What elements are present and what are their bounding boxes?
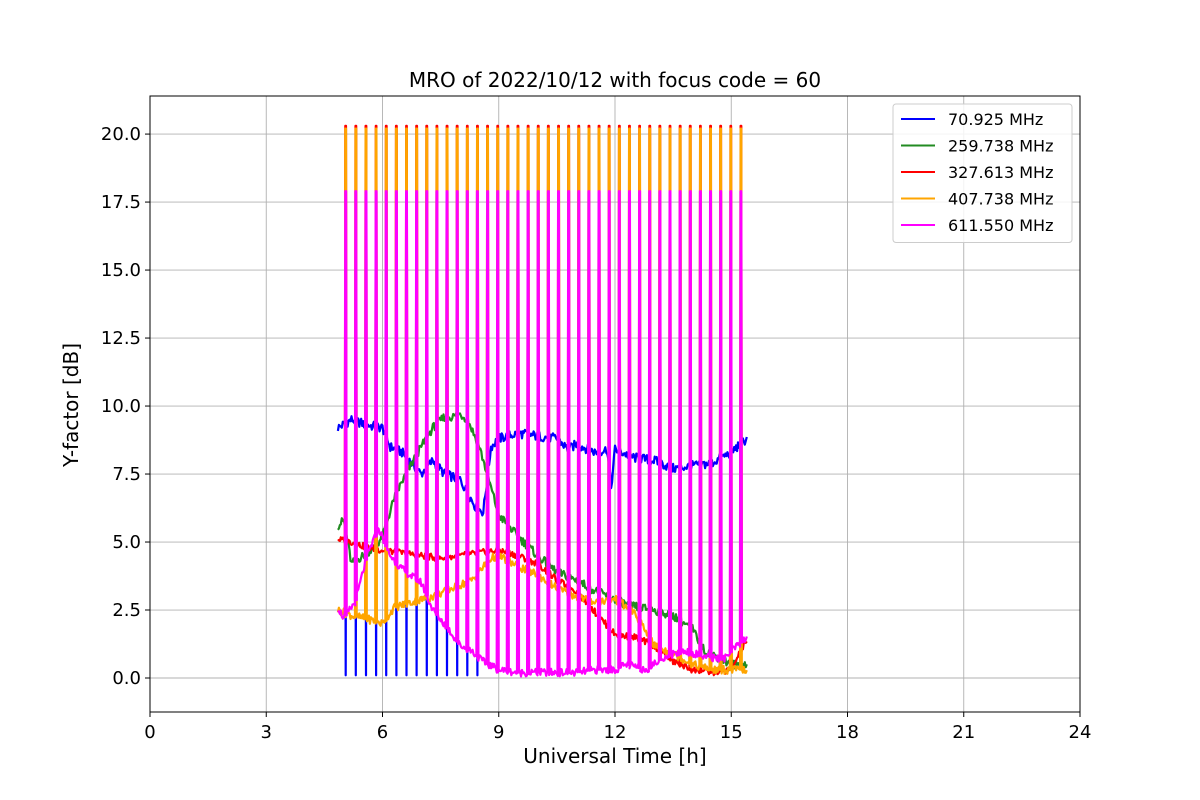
x-tick-label: 21	[952, 722, 975, 743]
y-tick-label: 5.0	[112, 532, 141, 553]
chart-title: MRO of 2022/10/12 with focus code = 60	[409, 68, 821, 92]
y-axis-ticks: 0.0 2.5 5.0 7.5 10.0 12.5 15.0 17.5 20.0	[101, 124, 150, 689]
y-tick-label: 15.0	[101, 260, 141, 281]
x-axis-label: Universal Time [h]	[523, 744, 706, 768]
y-tick-label: 10.0	[101, 396, 141, 417]
series-line-2	[337, 124, 748, 677]
legend: 70.925 MHz 259.738 MHz 327.613 MHz 407.738 …	[892, 103, 1073, 243]
y-axis-label: Y-factor [dB]	[59, 343, 83, 468]
x-tick-label: 12	[604, 722, 627, 743]
x-tick-label: 3	[261, 722, 272, 743]
legend-label: 259.738 MHz	[948, 137, 1053, 156]
x-tick-label: 0	[144, 722, 155, 743]
plot-area	[336, 124, 748, 678]
y-tick-label: 17.5	[101, 192, 141, 213]
y-tick-label: 20.0	[101, 124, 141, 145]
y-tick-label: 12.5	[101, 328, 141, 349]
legend-label: 407.738 MHz	[948, 190, 1053, 209]
y-tick-label: 2.5	[112, 600, 141, 621]
x-axis-ticks: 0 3 6 9 12 15 18 21 24	[144, 712, 1091, 743]
x-tick-label: 18	[836, 722, 859, 743]
legend-label: 611.550 MHz	[948, 216, 1053, 235]
legend-label: 327.613 MHz	[948, 163, 1053, 182]
legend-box	[892, 103, 1073, 243]
y-tick-label: 0.0	[112, 668, 141, 689]
x-tick-label: 9	[493, 722, 504, 743]
legend-label: 70.925 MHz	[948, 110, 1043, 129]
y-tick-label: 7.5	[112, 464, 141, 485]
x-tick-label: 24	[1069, 722, 1092, 743]
x-tick-label: 6	[377, 722, 388, 743]
x-tick-label: 15	[720, 722, 743, 743]
series-line-4	[337, 190, 748, 678]
